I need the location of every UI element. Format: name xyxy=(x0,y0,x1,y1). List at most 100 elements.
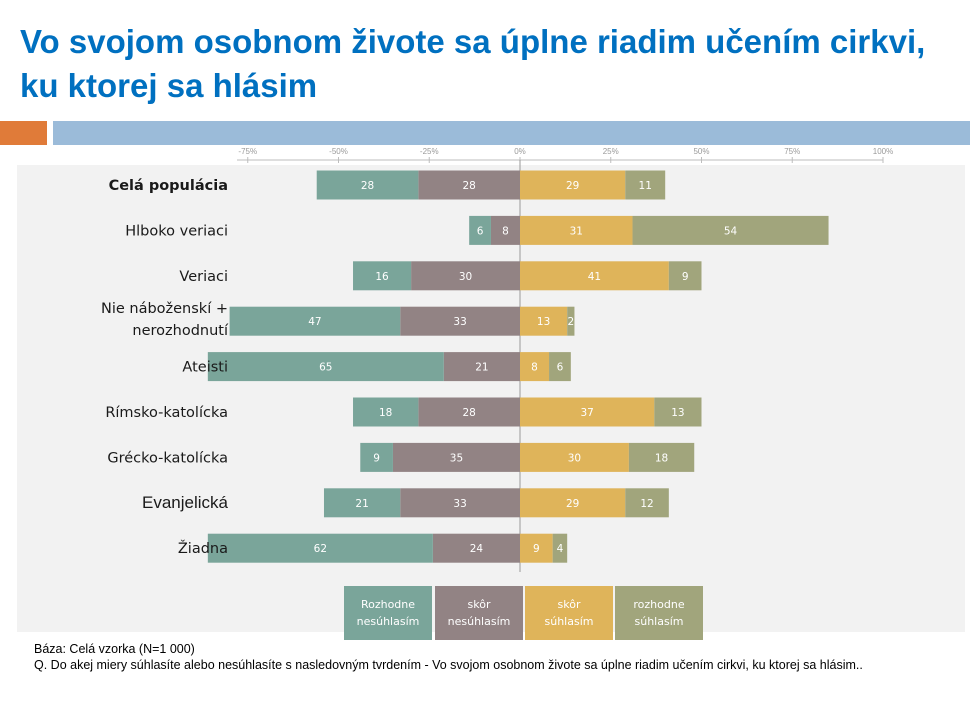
legend-swatch xyxy=(615,586,703,640)
data-label: 30 xyxy=(568,452,581,464)
bar-segment xyxy=(520,261,669,291)
footer-question: Q. Do akej miery súhlasíte alebo nesúhla… xyxy=(34,658,863,672)
bar-segment xyxy=(207,533,433,563)
data-label: 13 xyxy=(671,407,684,419)
legend-swatch xyxy=(435,586,523,640)
footer-notes: Báza: Celá vzorka (N=1 000) Q. Do akej m… xyxy=(34,641,934,673)
bar-segment xyxy=(353,397,419,427)
legend-label: nesúhlasím xyxy=(448,615,511,628)
bar-segment xyxy=(469,215,491,245)
bar-segment xyxy=(418,170,520,200)
bars: 28 28 29 11 8 6 31 54 30 16 41 9 33 47 13 2 21 65 8 6 28 18 37… xyxy=(207,170,829,563)
bar-segment xyxy=(360,442,393,472)
data-label: 16 xyxy=(375,271,389,283)
data-label: 9 xyxy=(682,271,689,283)
data-label: 62 xyxy=(314,543,327,555)
bar-segment xyxy=(549,352,571,382)
data-label: 29 xyxy=(566,498,579,510)
data-label: 9 xyxy=(373,452,380,464)
category-label: Rímsko-katolícka xyxy=(105,405,228,421)
data-label: 18 xyxy=(655,452,668,464)
bar-segment xyxy=(520,306,568,336)
bar-segment xyxy=(392,442,520,472)
category-labels: Celá populácia Hlboko veriaci Veriaci Nie n… xyxy=(101,178,229,557)
bar-segment xyxy=(520,488,626,518)
x-tick-label: 50% xyxy=(693,147,709,156)
data-label: 28 xyxy=(462,407,475,419)
category-label: Ateisti xyxy=(182,360,228,376)
data-label: 28 xyxy=(361,180,374,192)
data-label: 37 xyxy=(580,407,593,419)
accent-bar-blue xyxy=(53,121,970,145)
bar-segment xyxy=(520,533,553,563)
data-label: 12 xyxy=(640,498,653,510)
legend-label: skôr xyxy=(468,598,491,611)
x-tick-label: 100% xyxy=(873,147,893,156)
data-label: 29 xyxy=(566,180,579,192)
bar-segment xyxy=(625,170,666,200)
bar-segment xyxy=(632,215,829,245)
bar-segment xyxy=(207,352,444,382)
data-label: 35 xyxy=(450,452,463,464)
bar-segment xyxy=(411,261,520,291)
bar-segment xyxy=(400,306,520,336)
bar-segment xyxy=(316,170,419,200)
legend-swatch xyxy=(344,586,432,640)
data-label: 31 xyxy=(570,225,583,237)
category-label: Evanjelická xyxy=(142,493,229,512)
bar-segment xyxy=(654,397,702,427)
legend-swatch xyxy=(525,586,613,640)
data-label: 54 xyxy=(724,225,738,237)
data-label: 6 xyxy=(557,362,564,374)
legend-label: rozhodne xyxy=(633,598,684,611)
bar-segment xyxy=(628,442,695,472)
bar-segment xyxy=(443,352,520,382)
data-label: 33 xyxy=(453,498,466,510)
bar-segment xyxy=(229,306,401,336)
data-label: 8 xyxy=(502,225,509,237)
category-label: Grécko-katolícka xyxy=(107,450,228,466)
data-label: 47 xyxy=(308,316,321,328)
data-label: 4 xyxy=(557,543,564,555)
bar-segment xyxy=(520,170,626,200)
footer-base: Báza: Celá vzorka (N=1 000) xyxy=(34,642,195,656)
data-label: 18 xyxy=(379,407,392,419)
bar-segment xyxy=(567,306,575,336)
accent-bar-orange xyxy=(0,121,47,145)
category-label: nerozhodnutí xyxy=(132,323,229,339)
data-label: 41 xyxy=(588,271,601,283)
x-tick-label: -25% xyxy=(420,147,439,156)
page-title: Vo svojom osobnom živote sa úplne riadim… xyxy=(20,23,926,104)
bar-segment xyxy=(520,215,633,245)
legend-label: nesúhlasím xyxy=(357,615,420,628)
bar-segment xyxy=(418,397,520,427)
bar-segment xyxy=(400,488,520,518)
bar-segment xyxy=(490,215,520,245)
bar-segment xyxy=(552,533,568,563)
bar-segment xyxy=(520,442,629,472)
data-label: 33 xyxy=(453,316,466,328)
legend: Rozhodne nesúhlasím skôr nesúhlasím skôr súhl… xyxy=(344,586,703,640)
x-tick-label: 75% xyxy=(784,147,800,156)
bar-segment xyxy=(520,397,655,427)
data-label: 9 xyxy=(533,543,540,555)
data-label: 8 xyxy=(531,362,538,374)
data-label: 13 xyxy=(537,316,550,328)
data-label: 24 xyxy=(470,543,484,555)
x-tick-label: -50% xyxy=(329,147,348,156)
bar-segment xyxy=(625,488,669,518)
data-label: 11 xyxy=(639,180,652,192)
bar-segment xyxy=(668,261,702,291)
bar-segment xyxy=(353,261,412,291)
data-label: 6 xyxy=(477,225,484,237)
category-label: Veriaci xyxy=(179,269,228,285)
legend-label: súhlasím xyxy=(545,615,594,628)
data-label: 2 xyxy=(567,316,574,328)
data-label: 28 xyxy=(462,180,475,192)
legend-label: skôr xyxy=(558,598,581,611)
data-label: 30 xyxy=(459,271,472,283)
x-tick-label: 25% xyxy=(603,147,619,156)
data-label: 21 xyxy=(475,362,488,374)
data-label: 21 xyxy=(355,498,368,510)
